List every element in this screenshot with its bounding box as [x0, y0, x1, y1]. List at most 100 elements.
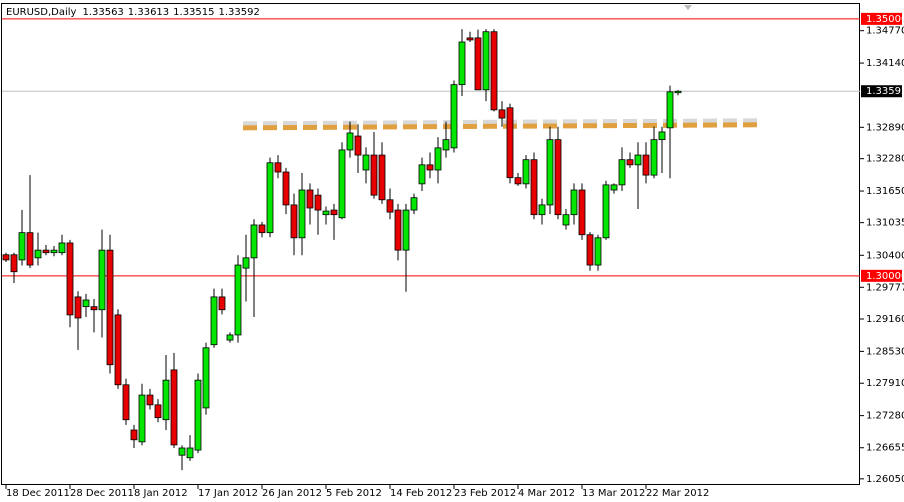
candle-body — [114, 314, 122, 386]
candle-body — [458, 41, 466, 86]
shift-marker — [684, 5, 692, 10]
candle-body — [18, 232, 26, 261]
candle-body — [298, 189, 306, 239]
candle-body — [362, 154, 370, 171]
candle-body — [74, 296, 82, 319]
candle-body — [378, 154, 386, 201]
candle-body — [546, 139, 554, 206]
candle-body — [146, 394, 154, 406]
candle-body — [538, 204, 546, 216]
candle-body — [322, 210, 330, 216]
candle-body — [474, 37, 482, 91]
header-high: 1.33613 — [128, 7, 169, 18]
candle-body — [162, 379, 170, 421]
x-tick-label: 23 Feb 2012 — [454, 488, 516, 499]
candle-body — [2, 254, 10, 261]
candle-body — [634, 154, 642, 166]
x-tick-label: 4 Mar 2012 — [518, 488, 575, 499]
y-tick-label: 1.34770 — [866, 26, 904, 37]
candle-body — [418, 164, 426, 185]
candle-body — [586, 234, 594, 266]
candle-body — [674, 90, 682, 94]
y-tick-label: 1.26655 — [866, 443, 904, 454]
y-tick-label: 1.31035 — [866, 218, 904, 229]
candle-body — [154, 404, 162, 419]
candle-body — [530, 159, 538, 216]
candle-body — [618, 159, 626, 186]
candle-body — [506, 107, 514, 179]
candle-body — [666, 91, 674, 129]
candle-body — [554, 139, 562, 216]
candle-body — [266, 162, 274, 234]
symbol-name: EURUSD,Daily — [6, 7, 77, 18]
candle-body — [442, 139, 450, 151]
candle-body — [234, 264, 242, 336]
candle-body — [338, 149, 346, 219]
y-tick-label: 1.30400 — [866, 250, 904, 261]
x-tick-label: 28 Dec 2011 — [70, 488, 134, 499]
y-tick-label: 1.34140 — [866, 58, 904, 69]
candle-body — [602, 184, 610, 239]
candle-body — [122, 384, 130, 421]
candle-body — [306, 189, 314, 209]
candle-body — [218, 296, 226, 311]
y-tick-label: 1.27910 — [866, 378, 904, 389]
candle-body — [626, 159, 634, 166]
candle-body — [42, 249, 50, 254]
candle-body — [346, 132, 354, 151]
y-tick-label: 1.28530 — [866, 346, 904, 357]
level-label-box — [861, 12, 902, 25]
candle-body — [370, 154, 378, 196]
candle-body — [314, 194, 322, 211]
candle-body — [482, 31, 490, 91]
y-tick-label: 1.27280 — [866, 411, 904, 422]
candle-body — [570, 189, 578, 216]
price-label: 1.33592 — [866, 86, 904, 97]
candle-body — [610, 184, 618, 191]
x-tick-label: 8 Jan 2012 — [134, 488, 188, 499]
y-tick-label: 1.32890 — [866, 122, 904, 133]
candle-body — [578, 189, 586, 236]
candle-body — [386, 199, 394, 213]
candle-body — [562, 214, 570, 226]
x-tick-label: 5 Feb 2012 — [326, 488, 382, 499]
candle-body — [434, 147, 442, 171]
candle-body — [98, 249, 106, 311]
level-label-box — [861, 269, 902, 282]
candle-body — [130, 429, 138, 441]
price-label-box — [861, 85, 902, 98]
candle-body — [498, 109, 506, 119]
candle-body — [450, 84, 458, 149]
symbol: EURUSD,Daily 1.33563 1.33613 1.33515 1.33592 — [6, 7, 260, 18]
header-open: 1.33563 — [82, 7, 123, 18]
candle-body — [66, 242, 74, 316]
candle-body — [242, 257, 250, 269]
candle-body — [642, 154, 650, 176]
candle-body — [186, 447, 194, 459]
candle-body — [402, 209, 410, 251]
level-label: 1.30000 — [866, 271, 904, 282]
candle-body — [210, 296, 218, 346]
candle-body — [50, 249, 58, 254]
x-tick-label: 13 Mar 2012 — [582, 488, 645, 499]
y-tick-label: 1.29777 — [866, 282, 904, 293]
candle-body — [594, 237, 602, 266]
candle-body — [138, 394, 146, 443]
candle-body — [194, 379, 202, 451]
x-tick-label: 14 Feb 2012 — [390, 488, 452, 499]
y-tick-label: 1.29160 — [866, 314, 904, 325]
candle-body — [26, 232, 34, 266]
candle-body — [410, 197, 418, 211]
candle-body — [514, 177, 522, 185]
x-tick-label: 22 Mar 2012 — [646, 488, 709, 499]
resistance-line — [242, 122, 761, 131]
x-tick-label: 17 Jan 2012 — [198, 488, 258, 499]
candle-body — [250, 224, 258, 259]
candle-body — [330, 209, 338, 216]
candle-body — [282, 171, 290, 206]
candle-body — [354, 135, 362, 156]
plot-frame — [1, 3, 860, 485]
candle-body — [522, 159, 530, 185]
